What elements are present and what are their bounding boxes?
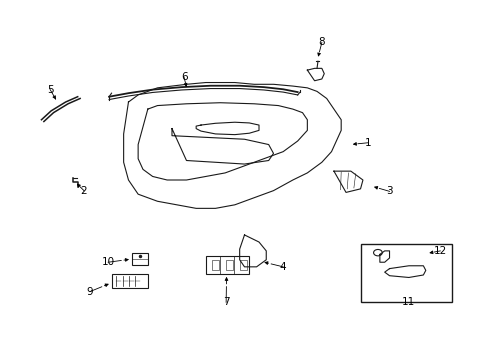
Text: 3: 3 — [386, 186, 392, 196]
Text: 8: 8 — [318, 37, 325, 48]
Text: 5: 5 — [47, 85, 53, 95]
Text: 10: 10 — [102, 257, 115, 267]
Text: 7: 7 — [223, 297, 229, 307]
Text: 6: 6 — [181, 72, 187, 82]
Text: 9: 9 — [86, 287, 93, 297]
Text: 1: 1 — [364, 138, 370, 148]
Text: 4: 4 — [279, 262, 286, 272]
Text: 11: 11 — [402, 297, 415, 307]
Text: 2: 2 — [81, 186, 87, 195]
Text: 12: 12 — [433, 246, 446, 256]
